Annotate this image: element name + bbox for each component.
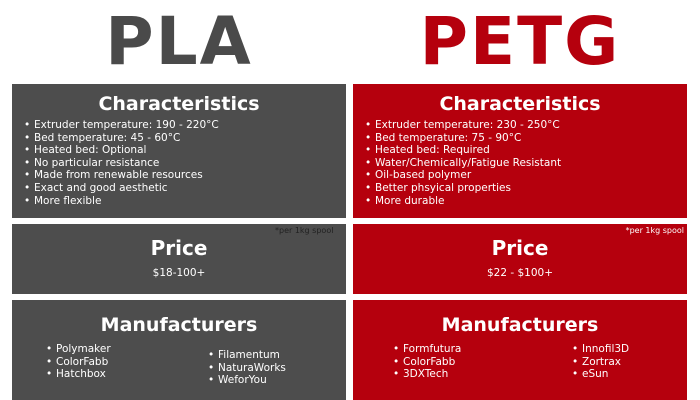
list-item: Heated bed: Optional <box>24 144 346 157</box>
list-item: Extruder temperature: 230 - 250°C <box>365 119 687 132</box>
list-item: Better phsyical properties <box>365 182 687 195</box>
petg-characteristics-list: Extruder temperature: 230 - 250°C Bed te… <box>353 119 687 207</box>
petg-characteristics-panel: Characteristics Extruder temperature: 23… <box>353 84 687 218</box>
list-item: Extruder temperature: 190 - 220°C <box>24 119 346 132</box>
list-item: Formfutura <box>393 343 461 356</box>
petg-manufacturers-col2: Innofil3D Zortrax eSun <box>572 343 629 381</box>
list-item: Innofil3D <box>572 343 629 356</box>
list-item: Water/Chemically/Fatigue Resistant <box>365 157 687 170</box>
list-item: Filamentum <box>208 349 286 362</box>
list-item: ColorFabb <box>393 356 461 369</box>
list-item: WeforYou <box>208 374 286 387</box>
pla-characteristics-list: Extruder temperature: 190 - 220°C Bed te… <box>12 119 346 207</box>
petg-manufacturers-col1: Formfutura ColorFabb 3DXTech <box>393 343 461 381</box>
petg-price-panel: *per 1kg spool Price $22 - $100+ <box>353 224 687 294</box>
list-item: Bed temperature: 45 - 60°C <box>24 132 346 145</box>
pla-manufacturers-col2: Filamentum NaturaWorks WeforYou <box>208 349 286 387</box>
list-item: 3DXTech <box>393 368 461 381</box>
list-item: Oil-based polymer <box>365 169 687 182</box>
petg-characteristics-heading: Characteristics <box>439 93 601 115</box>
petg-title: PETG <box>419 3 621 80</box>
petg-manufacturers-panel: Manufacturers Formfutura ColorFabb 3DXTe… <box>353 300 687 400</box>
pla-manufacturers-panel: Manufacturers Polymaker ColorFabb Hatchb… <box>12 300 346 400</box>
list-item: Polymaker <box>46 343 111 356</box>
pla-price-note: *per 1kg spool <box>275 226 334 235</box>
list-item: More durable <box>365 195 687 208</box>
list-item: Hatchbox <box>46 368 111 381</box>
pla-price-heading: Price <box>150 236 208 260</box>
petg-manufacturers-heading: Manufacturers <box>441 314 599 336</box>
pla-characteristics-panel: Characteristics Extruder temperature: 19… <box>12 84 346 218</box>
list-item: ColorFabb <box>46 356 111 369</box>
pla-price-value: $18-100+ <box>152 267 206 279</box>
pla-price-panel: Price $18-100+ <box>12 224 346 294</box>
list-item: eSun <box>572 368 629 381</box>
pla-characteristics-heading: Characteristics <box>98 93 260 115</box>
list-item: Made from renewable resources <box>24 169 346 182</box>
petg-price-note: *per 1kg spool <box>625 226 684 235</box>
list-item: NaturaWorks <box>208 362 286 375</box>
list-item: Heated bed: Required <box>365 144 687 157</box>
list-item: No particular resistance <box>24 157 346 170</box>
list-item: More flexible <box>24 195 346 208</box>
pla-title: PLA <box>105 3 253 80</box>
petg-price-value: $22 - $100+ <box>486 267 554 279</box>
pla-manufacturers-heading: Manufacturers <box>100 314 258 336</box>
list-item: Zortrax <box>572 356 629 369</box>
pla-manufacturers-col1: Polymaker ColorFabb Hatchbox <box>46 343 111 381</box>
petg-price-heading: Price <box>491 236 549 260</box>
list-item: Exact and good aesthetic <box>24 182 346 195</box>
list-item: Bed temperature: 75 - 90°C <box>365 132 687 145</box>
